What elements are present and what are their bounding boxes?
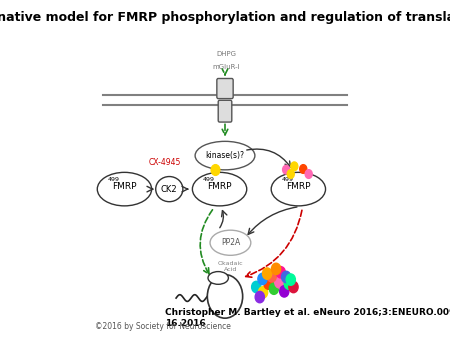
Circle shape xyxy=(258,273,267,285)
Text: DHPG: DHPG xyxy=(216,51,236,57)
Text: 499: 499 xyxy=(202,177,215,182)
Circle shape xyxy=(279,286,289,297)
Circle shape xyxy=(267,271,276,282)
Circle shape xyxy=(289,281,298,293)
Text: 499: 499 xyxy=(108,177,120,182)
Ellipse shape xyxy=(271,172,325,206)
Text: FMRP: FMRP xyxy=(112,182,137,191)
Ellipse shape xyxy=(156,176,183,202)
Circle shape xyxy=(276,267,285,278)
Circle shape xyxy=(255,291,265,303)
Ellipse shape xyxy=(97,172,152,206)
Circle shape xyxy=(207,274,243,318)
Circle shape xyxy=(264,278,273,289)
Ellipse shape xyxy=(195,141,255,170)
Circle shape xyxy=(269,283,279,294)
Circle shape xyxy=(271,263,281,274)
Circle shape xyxy=(284,278,293,289)
Text: FMRP: FMRP xyxy=(286,182,310,191)
Text: 499: 499 xyxy=(282,177,293,182)
Circle shape xyxy=(258,287,268,298)
Circle shape xyxy=(286,274,295,285)
Text: CK2: CK2 xyxy=(161,185,178,194)
Circle shape xyxy=(282,271,291,283)
Circle shape xyxy=(283,165,290,174)
Text: CX-4945: CX-4945 xyxy=(149,158,181,167)
Circle shape xyxy=(287,170,294,178)
Circle shape xyxy=(211,165,220,175)
Ellipse shape xyxy=(193,172,247,206)
Ellipse shape xyxy=(208,271,229,284)
Text: PP2A: PP2A xyxy=(221,238,240,247)
Circle shape xyxy=(252,281,261,293)
Text: ©2016 by Society for Neuroscience: ©2016 by Society for Neuroscience xyxy=(94,321,230,331)
Circle shape xyxy=(291,162,298,171)
Text: Christopher M. Bartley et al. eNeuro 2016;3:ENEURO.0092-
16.2016: Christopher M. Bartley et al. eNeuro 201… xyxy=(165,308,450,328)
FancyBboxPatch shape xyxy=(217,78,233,99)
Circle shape xyxy=(262,268,272,279)
Text: FMRP: FMRP xyxy=(207,182,232,191)
Text: kinase(s)?: kinase(s)? xyxy=(206,151,244,160)
Text: mGluR-I: mGluR-I xyxy=(212,64,240,70)
Ellipse shape xyxy=(210,230,251,255)
Text: Alternative model for FMRP phosphorylation and regulation of translation.: Alternative model for FMRP phosphorylati… xyxy=(0,11,450,24)
Circle shape xyxy=(300,165,307,173)
Circle shape xyxy=(305,170,312,178)
Circle shape xyxy=(275,276,284,288)
FancyBboxPatch shape xyxy=(218,100,232,122)
Text: Okadaic
Acid: Okadaic Acid xyxy=(218,261,243,272)
